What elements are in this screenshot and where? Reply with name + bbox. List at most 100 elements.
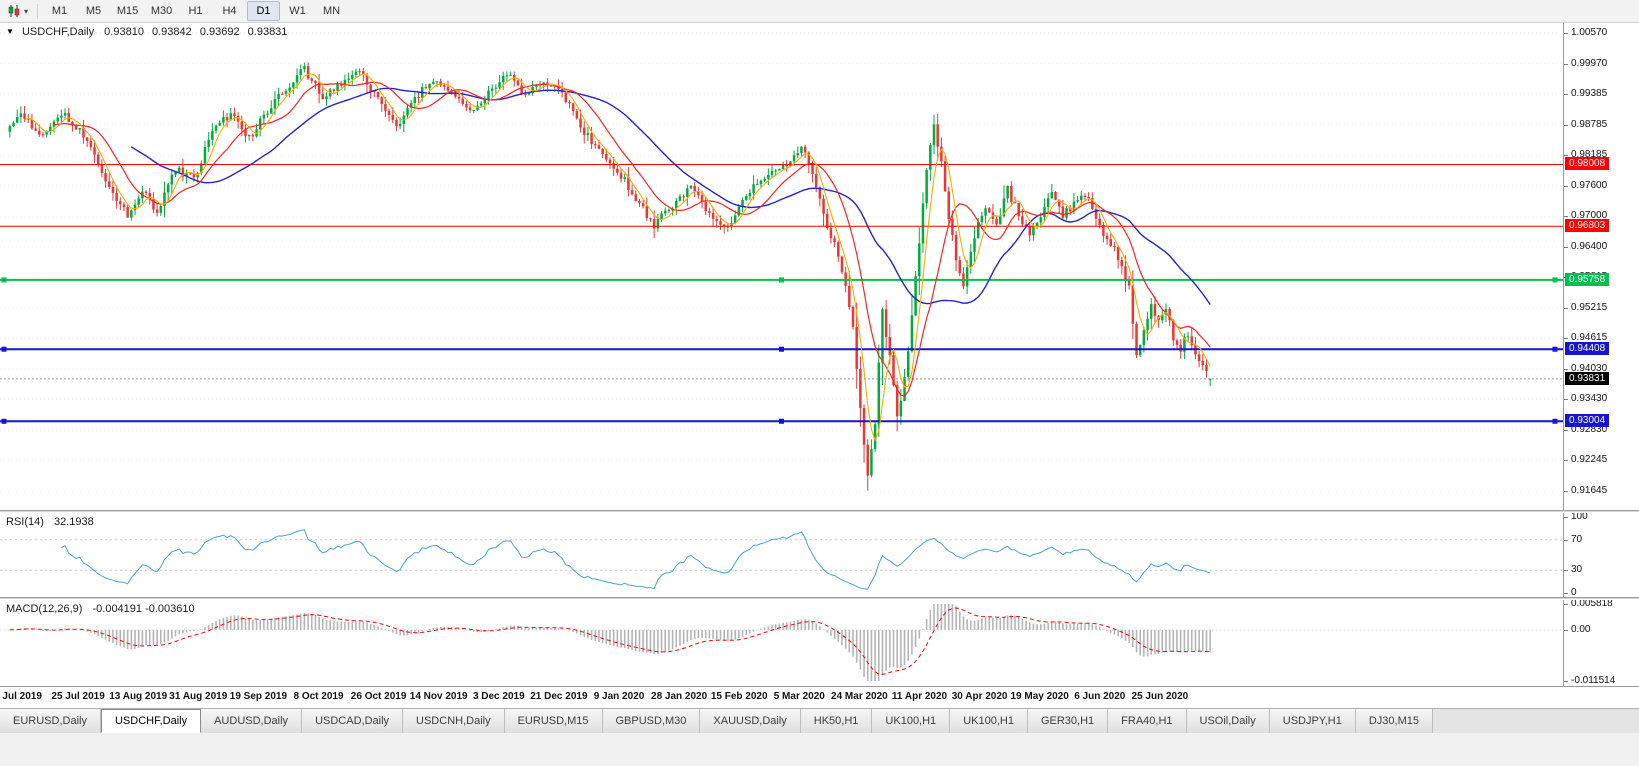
chart-tab-audusd-daily[interactable]: AUDUSD,Daily bbox=[201, 709, 303, 733]
chart-tab-usdcnh-daily[interactable]: USDCNH,Daily bbox=[403, 709, 505, 733]
price-axis-label: 0.97000 bbox=[1571, 210, 1608, 222]
axis-tick bbox=[1564, 338, 1568, 340]
price-axis-label: 0.92245 bbox=[1571, 454, 1608, 466]
axis-tick bbox=[1564, 604, 1568, 605]
timeframe-toolbar: ▾ M1 M5 M15 M30 H1 H4 D1 W1 MN bbox=[0, 0, 1639, 23]
date-axis-label: 19 May 2020 bbox=[1010, 691, 1069, 702]
timeframe-button-h1[interactable]: H1 bbox=[188, 5, 203, 17]
chart-tab-dj30-m15[interactable]: DJ30,M15 bbox=[1355, 709, 1433, 733]
timeframe-button-m5[interactable]: M5 bbox=[85, 5, 102, 17]
macd-values: -0.004191 -0.003610 bbox=[92, 603, 195, 615]
chart-tab-uk100-h1[interactable]: UK100,H1 bbox=[950, 709, 1028, 733]
price-axis-label: 30 bbox=[1571, 564, 1583, 576]
price-axis-label: 0.98785 bbox=[1571, 118, 1608, 130]
price-axis-label: 0 bbox=[1571, 587, 1577, 598]
chart-tab-eurusd-daily[interactable]: EURUSD,Daily bbox=[0, 709, 101, 733]
axis-tick bbox=[1564, 517, 1568, 518]
chart-tab-gbpusd-m30[interactable]: GBPUSD,M30 bbox=[602, 709, 701, 733]
pane-separator[interactable] bbox=[0, 597, 1639, 600]
chart-tab-hk50-h1[interactable]: HK50,H1 bbox=[800, 709, 873, 733]
chart-tab-xauusd-daily[interactable]: XAUUSD,Daily bbox=[700, 709, 801, 733]
price-axis-label: 0.00 bbox=[1571, 623, 1591, 635]
price-axis-label: -0.011514 bbox=[1571, 675, 1616, 686]
level-price-badge: 0.94408 bbox=[1565, 342, 1610, 356]
date-axis-label: 19 Sep 2019 bbox=[229, 691, 288, 702]
chart-tab-fra40-h1[interactable]: FRA40,H1 bbox=[1108, 709, 1187, 733]
price-axis-label: 0.94615 bbox=[1571, 332, 1608, 344]
chart-tab-ger30-h1[interactable]: GER30,H1 bbox=[1027, 709, 1109, 733]
date-axis-label: 13 Aug 2019 bbox=[109, 691, 168, 702]
price-axis-label: 0.96400 bbox=[1571, 240, 1608, 252]
level-price-badge: 0.98008 bbox=[1565, 157, 1610, 171]
price-axis-label: 0.98185 bbox=[1571, 149, 1608, 161]
date-axis-label: 21 Dec 2019 bbox=[530, 691, 588, 702]
timeframe-buttons: M1 M5 M15 M30 H1 H4 D1 W1 MN bbox=[43, 1, 349, 21]
price-axis-label: 0.93430 bbox=[1571, 393, 1608, 405]
rsi-plot[interactable] bbox=[0, 513, 1563, 598]
date-axis-label: 31 Aug 2019 bbox=[169, 691, 228, 702]
timeframe-button-m15[interactable]: M15 bbox=[116, 5, 139, 17]
chevron-down-icon: ▾ bbox=[24, 6, 29, 16]
triangle-down-icon[interactable]: ▼ bbox=[6, 27, 14, 36]
price-axis-label: 0.99385 bbox=[1571, 88, 1608, 100]
axis-tick bbox=[1564, 124, 1568, 126]
date-axis-label: 3 Dec 2019 bbox=[472, 691, 525, 702]
timeframe-button-m30[interactable]: M30 bbox=[150, 5, 173, 17]
price-axis-label: 0.91645 bbox=[1571, 485, 1608, 496]
date-axis-label: 26 Oct 2019 bbox=[350, 691, 407, 702]
macd-header: MACD(12,26,9) -0.004191 -0.003610 bbox=[6, 603, 200, 615]
open-value: 0.93810 bbox=[104, 26, 144, 38]
main-candle-plot[interactable] bbox=[0, 22, 1563, 511]
chart-tab-usdjpy-h1[interactable]: USDJPY,H1 bbox=[1269, 709, 1356, 733]
candlestick-chart-icon bbox=[8, 5, 20, 17]
date-axis-label: 25 Jul 2019 bbox=[51, 691, 105, 702]
price-axis-label: 0.92830 bbox=[1571, 423, 1608, 435]
high-value: 0.93842 bbox=[152, 26, 192, 38]
date-axis-label: 8 Oct 2019 bbox=[293, 691, 344, 702]
axis-tick bbox=[1564, 539, 1568, 541]
axis-tick bbox=[1564, 368, 1568, 370]
axis-tick bbox=[1564, 246, 1568, 248]
timeframe-button-d1[interactable]: D1 bbox=[247, 1, 281, 21]
date-axis-label: 14 Nov 2019 bbox=[409, 691, 468, 702]
axis-tick bbox=[1564, 185, 1568, 187]
axis-tick bbox=[1564, 216, 1568, 218]
rsi-label: RSI(14) bbox=[6, 516, 44, 528]
price-axis[interactable]: 1.00570 0.99970 0.99385 0.98785 0.98185 0.976… bbox=[1563, 22, 1639, 686]
date-axis-label: 28 Jan 2020 bbox=[651, 691, 708, 702]
pane-separator[interactable] bbox=[0, 510, 1639, 513]
macd-plot[interactable] bbox=[0, 600, 1563, 686]
price-axis-label: 100 bbox=[1571, 511, 1588, 522]
axis-tick bbox=[1564, 399, 1568, 401]
price-axis-label: 0.95215 bbox=[1571, 301, 1608, 313]
axis-tick bbox=[1564, 63, 1568, 65]
chart-tab-eurusd-m15[interactable]: EURUSD,M15 bbox=[504, 709, 603, 733]
axis-tick bbox=[1564, 570, 1568, 572]
chart-tab-uk100-h1[interactable]: UK100,H1 bbox=[872, 709, 951, 733]
axis-tick bbox=[1564, 629, 1568, 631]
date-axis-label: 30 Apr 2020 bbox=[951, 691, 1008, 702]
date-axis-label: 25 Jun 2020 bbox=[1131, 691, 1189, 702]
axis-tick bbox=[1564, 491, 1568, 492]
timeframe-button-w1[interactable]: W1 bbox=[289, 5, 306, 17]
chart-tab-usdchf-daily[interactable]: USDCHF,Daily bbox=[100, 709, 202, 733]
price-axis-label: 0.94030 bbox=[1571, 362, 1608, 374]
date-axis-label: 24 Mar 2020 bbox=[831, 691, 888, 702]
timeframe-button-h4[interactable]: H4 bbox=[222, 5, 237, 17]
level-price-badge: 0.96803 bbox=[1565, 219, 1610, 233]
axis-tick bbox=[1564, 681, 1568, 682]
axis-tick bbox=[1564, 307, 1568, 309]
timeframe-button-m1[interactable]: M1 bbox=[51, 5, 68, 17]
toolbar-separator bbox=[37, 3, 39, 19]
date-axis-label: 6 Jun 2020 bbox=[1074, 691, 1126, 702]
chart-tab-usoil-daily[interactable]: USOil,Daily bbox=[1186, 709, 1270, 733]
price-axis-label: 1.00570 bbox=[1571, 27, 1608, 38]
price-axis-label: 70 bbox=[1571, 533, 1583, 545]
timeframe-button-mn[interactable]: MN bbox=[322, 5, 341, 17]
chart-type-button[interactable]: ▾ bbox=[3, 1, 32, 21]
date-axis-label: 9 Jan 2020 bbox=[593, 691, 645, 702]
chart-tab-usdcad-daily[interactable]: USDCAD,Daily bbox=[302, 709, 404, 733]
price-axis-label: 0.99970 bbox=[1571, 57, 1608, 69]
